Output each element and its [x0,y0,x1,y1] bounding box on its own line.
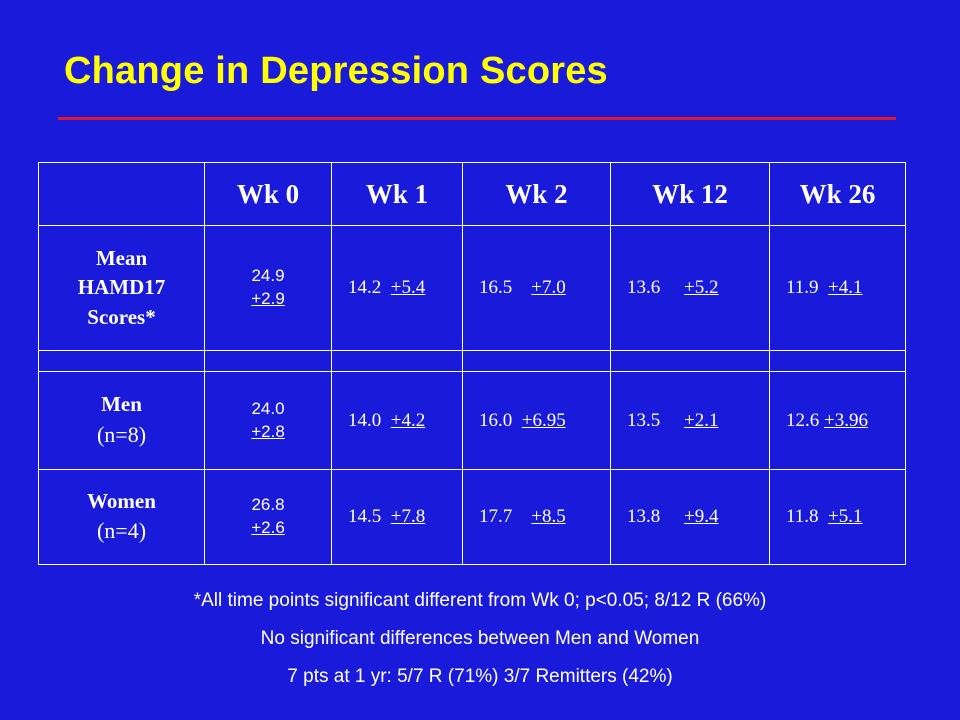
cell-mean: 11.9 [786,277,819,298]
cell-sd: +8.5 [531,506,566,527]
row-sublabel: (n=8) [96,421,147,447]
cell-sd: +3.96 [824,409,868,431]
row-label-mean: Mean HAMD17 Scores* [38,225,205,351]
footnote-significance: *All time points significant different f… [193,590,767,611]
cell-wk26: 12.6 +3.96 [769,371,906,470]
row-label-text: Women [87,488,156,513]
cell-wk1: 14.2 +5.4 [331,225,463,351]
cell-sd: +5.4 [390,277,426,298]
cell-wk1: 14.5 +7.8 [331,469,463,565]
header-wk2: Wk 2 [462,162,611,226]
cell-sd: +5.1 [828,506,863,527]
cell-sd: +9.4 [684,506,719,527]
spacer-row [38,350,906,372]
cell-mean: 17.7 [479,506,513,527]
row-label-line: Mean [95,245,148,270]
row-label-men: Men (n=8) [38,371,205,470]
cell-mean: 14.2 [348,277,382,298]
cell-mean: 14.0 [348,409,382,431]
cell-sd: +4.1 [828,277,863,298]
header-wk12: Wk 12 [610,162,770,226]
cell-wk2: 16.0 +6.95 [462,371,611,470]
cell-mean: 24.9 [251,266,285,286]
table-row-women: Women (n=4) 26.8 +2.6 14.5 +7.8 17.7 +8.… [38,469,906,565]
cell-sd: +7.0 [531,277,566,298]
header-row: Wk 0 Wk 1 Wk 2 Wk 12 Wk 26 [38,162,906,226]
cell-mean: 14.5 [348,506,382,527]
footnote-one-year: 7 pts at 1 yr: 5/7 R (71%) 3/7 Remitters… [287,666,673,687]
cell-mean: 12.6 [786,409,820,431]
cell-wk0: 24.9 +2.9 [204,225,332,351]
cell-wk2: 17.7 +8.5 [462,469,611,565]
header-wk26: Wk 26 [769,162,906,226]
header-wk1: Wk 1 [331,162,463,226]
cell-sd: +2.9 [251,289,285,308]
row-sublabel: (n=4) [96,518,147,544]
cell-mean: 13.5 [627,409,661,431]
cell-sd: +2.6 [251,518,285,537]
cell-wk1: 14.0 +4.2 [331,371,463,470]
footnote-gender: No significant differences between Men a… [260,628,700,649]
cell-sd: +2.8 [251,421,285,441]
slide-title: Change in Depression Scores [64,50,608,92]
row-label-line: HAMD17 [77,275,166,300]
cell-sd: +5.2 [684,277,719,298]
cell-mean: 13.8 [627,506,661,527]
cell-mean: 11.8 [786,506,819,527]
header-corner [38,162,205,226]
cell-wk12: 13.5 +2.1 [610,371,770,470]
cell-mean: 26.8 [251,495,285,515]
cell-wk0: 26.8 +2.6 [204,469,332,565]
cell-wk26: 11.8 +5.1 [769,469,906,565]
scores-table: Wk 0 Wk 1 Wk 2 Wk 12 Wk 26 Mean HAMD17 S… [38,162,906,565]
table-row-men: Men (n=8) 24.0 +2.8 14.0 +4.2 16.0 +6.95… [38,371,906,470]
cell-wk26: 11.9 +4.1 [769,225,906,351]
cell-sd: +6.95 [521,409,566,431]
cell-sd: +7.8 [390,506,426,527]
cell-wk12: 13.8 +9.4 [610,469,770,565]
cell-mean: 16.0 [479,409,513,431]
row-label-women: Women (n=4) [38,469,205,565]
cell-mean: 16.5 [479,277,513,298]
cell-wk12: 13.6 +5.2 [610,225,770,351]
cell-wk0: 24.0 +2.8 [204,371,332,470]
cell-wk2: 16.5 +7.0 [462,225,611,351]
cell-mean: 13.6 [627,277,661,298]
cell-mean: 24.0 [251,398,285,418]
title-underline [58,117,896,120]
row-label-text: Men [101,392,142,417]
cell-sd: +4.2 [390,409,426,431]
table-row-mean: Mean HAMD17 Scores* 24.9 +2.9 14.2 +5.4 … [38,225,906,351]
row-label-line: Scores* [87,304,156,329]
cell-sd: +2.1 [684,409,719,431]
header-wk0: Wk 0 [204,162,332,226]
